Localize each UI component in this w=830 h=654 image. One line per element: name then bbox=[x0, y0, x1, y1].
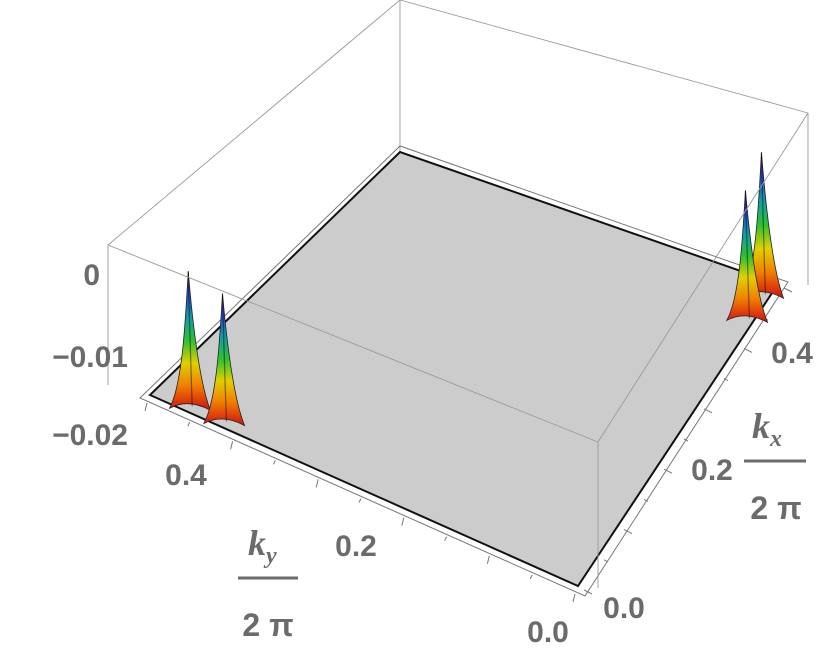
peak-0 bbox=[168, 271, 212, 412]
kx-label-sub: x bbox=[769, 426, 782, 452]
kx-label-den: 2 π bbox=[750, 490, 801, 526]
kx-tick-mark bbox=[643, 498, 649, 502]
ky-tick-mark bbox=[401, 517, 405, 526]
ky-tick-mark bbox=[486, 555, 490, 564]
ky-label-den: 2 π bbox=[242, 607, 293, 643]
kx-tick-0.4: 0.4 bbox=[771, 337, 813, 370]
peak-3 bbox=[725, 190, 769, 324]
z-tick-0: 0 bbox=[83, 259, 100, 292]
peak-ridge bbox=[221, 293, 228, 422]
peak-spike bbox=[168, 271, 212, 412]
peak-ridge bbox=[187, 271, 193, 407]
ky-label-k: k bbox=[248, 523, 266, 563]
ky-tick-mark bbox=[444, 536, 448, 541]
plot-box-front bbox=[107, 112, 809, 588]
peaks-group bbox=[168, 152, 785, 427]
kx-tick-mark bbox=[603, 559, 609, 563]
kx-tick-mark bbox=[583, 589, 593, 595]
kx-tick-mark bbox=[783, 287, 793, 293]
kx-tick-mark bbox=[663, 468, 673, 474]
kx-axis-label: kx 2 π bbox=[744, 406, 806, 526]
peak-spike bbox=[202, 293, 246, 427]
ky-tick-mark bbox=[230, 441, 234, 450]
ky-tick-mark bbox=[358, 498, 362, 503]
plot-box-back bbox=[107, 0, 809, 385]
base-plane bbox=[139, 145, 789, 597]
kx-tick-mark bbox=[703, 408, 713, 414]
z-tick-2: −0.02 bbox=[52, 419, 128, 452]
peak-spike bbox=[725, 190, 769, 324]
ky-tick-0.2: 0.2 bbox=[335, 530, 377, 563]
ky-tick-0.4: 0.4 bbox=[165, 459, 207, 492]
kx-label-k: k bbox=[752, 406, 770, 446]
ky-tick-mark bbox=[144, 402, 148, 412]
ky-tick-0.0: 0.0 bbox=[527, 616, 569, 649]
ky-tick-mark bbox=[272, 460, 276, 465]
kx-tick-mark bbox=[623, 529, 633, 535]
ky-tick-mark bbox=[529, 574, 533, 580]
kx-tick-mark bbox=[723, 378, 729, 382]
ky-axis-label: ky 2 π bbox=[238, 523, 298, 643]
svg-text:ky: ky bbox=[248, 523, 277, 569]
kx-tick-mark bbox=[743, 347, 753, 353]
kx-tick-0.2: 0.2 bbox=[691, 454, 733, 487]
peak-1 bbox=[202, 293, 246, 427]
peak-ridge bbox=[744, 190, 751, 319]
z-tick-1: −0.01 bbox=[52, 341, 128, 374]
kx-tick-mark bbox=[683, 438, 689, 442]
svg-text:kx: kx bbox=[752, 406, 782, 452]
kx-tick-0.0: 0.0 bbox=[603, 592, 645, 625]
ky-label-sub: y bbox=[263, 543, 277, 569]
ky-tick-mark bbox=[315, 479, 319, 488]
ky-tick-mark bbox=[187, 421, 191, 427]
ky-tick-mark bbox=[572, 593, 576, 603]
peak-ridge bbox=[760, 152, 767, 295]
